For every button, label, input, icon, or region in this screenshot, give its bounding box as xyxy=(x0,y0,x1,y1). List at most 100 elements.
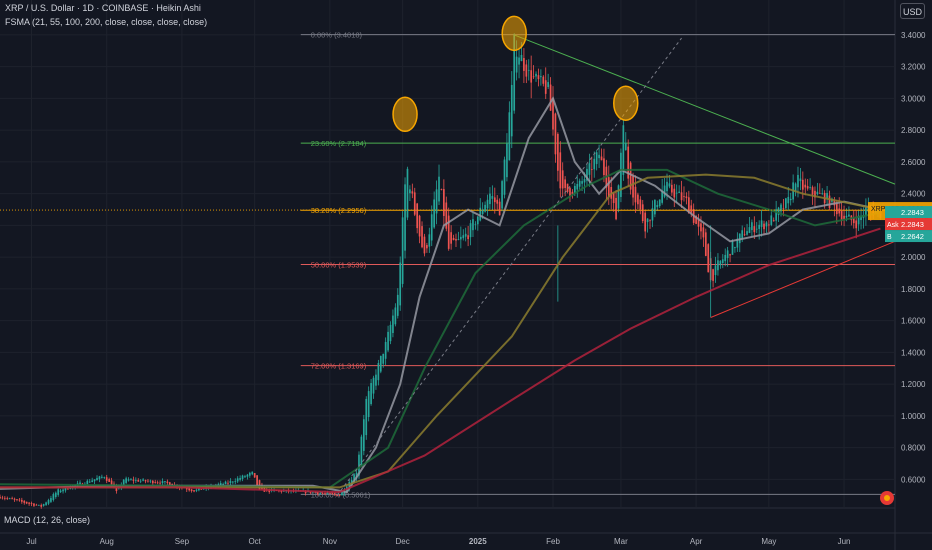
candle-body[interactable] xyxy=(620,152,622,197)
candle-body[interactable] xyxy=(658,199,661,207)
candle-body[interactable] xyxy=(435,189,438,214)
candle-body[interactable] xyxy=(566,183,569,192)
candle-body[interactable] xyxy=(799,178,802,182)
candle-body[interactable] xyxy=(848,214,850,217)
candle-body[interactable] xyxy=(557,133,559,171)
candle-body[interactable] xyxy=(59,490,62,493)
candle-body[interactable] xyxy=(28,502,30,504)
candle-body[interactable] xyxy=(758,224,761,229)
candle-body[interactable] xyxy=(501,181,503,209)
candle-body[interactable] xyxy=(258,480,261,490)
candle-body[interactable] xyxy=(195,489,198,491)
candle-body[interactable] xyxy=(593,158,596,170)
candle-body[interactable] xyxy=(671,184,673,193)
candle-body[interactable] xyxy=(198,487,200,491)
candle-body[interactable] xyxy=(685,196,688,199)
candle-body[interactable] xyxy=(389,324,392,342)
candle-body[interactable] xyxy=(595,152,598,165)
candle-body[interactable] xyxy=(581,181,583,184)
candle-body[interactable] xyxy=(358,454,360,476)
candle-body[interactable] xyxy=(736,238,739,248)
candle-body[interactable] xyxy=(687,197,690,214)
candle-body[interactable] xyxy=(748,227,751,233)
candle-body[interactable] xyxy=(663,185,666,197)
candle-body[interactable] xyxy=(321,493,324,494)
candle-body[interactable] xyxy=(857,215,860,225)
candle-body[interactable] xyxy=(333,493,336,495)
candle-body[interactable] xyxy=(474,223,477,225)
candle-body[interactable] xyxy=(110,480,113,487)
candle-body[interactable] xyxy=(467,235,469,240)
candle-body[interactable] xyxy=(603,158,605,175)
candle-body[interactable] xyxy=(348,482,351,490)
candle-body[interactable] xyxy=(700,223,702,232)
candle-body[interactable] xyxy=(115,486,118,492)
candle-body[interactable] xyxy=(634,186,637,203)
macd-legend[interactable]: MACD (12, 26, close) xyxy=(4,515,91,525)
candle-body[interactable] xyxy=(712,269,714,281)
candle-body[interactable] xyxy=(540,76,542,78)
indicator-legend[interactable]: FSMA (21, 55, 100, 200, close, close, cl… xyxy=(5,17,208,27)
candle-body[interactable] xyxy=(30,503,33,505)
candle-body[interactable] xyxy=(367,391,370,418)
candle-body[interactable] xyxy=(406,168,409,218)
candle-body[interactable] xyxy=(409,189,411,194)
candle-body[interactable] xyxy=(251,471,254,475)
candle-body[interactable] xyxy=(476,216,479,225)
symbol-legend[interactable]: XRP / U.S. Dollar · 1D · COINBASE · Heik… xyxy=(5,3,201,13)
candle-body[interactable] xyxy=(683,196,685,198)
candle-body[interactable] xyxy=(326,492,329,494)
candle-body[interactable] xyxy=(418,215,421,237)
candle-body[interactable] xyxy=(697,219,700,227)
candle-body[interactable] xyxy=(331,493,334,494)
candle-body[interactable] xyxy=(443,189,445,216)
candle-body[interactable] xyxy=(607,177,610,197)
candle-body[interactable] xyxy=(661,190,664,203)
candle-body[interactable] xyxy=(96,478,98,481)
candle-body[interactable] xyxy=(637,194,639,205)
candle-body[interactable] xyxy=(644,212,647,232)
candle-body[interactable] xyxy=(814,190,816,198)
candle-body[interactable] xyxy=(142,479,144,481)
candle-body[interactable] xyxy=(777,207,780,215)
candle-body[interactable] xyxy=(413,192,416,215)
candle-body[interactable] xyxy=(731,241,734,255)
candle-body[interactable] xyxy=(396,294,399,316)
highlight-marker[interactable] xyxy=(392,96,418,133)
candle-body[interactable] xyxy=(353,474,355,483)
candle-body[interactable] xyxy=(377,363,380,381)
candle-body[interactable] xyxy=(826,193,828,199)
candle-body[interactable] xyxy=(654,199,656,215)
candle-body[interactable] xyxy=(489,193,491,205)
candle-body[interactable] xyxy=(234,481,237,482)
candle-body[interactable] xyxy=(401,217,404,284)
candle-body[interactable] xyxy=(714,265,717,276)
candle-body[interactable] xyxy=(227,482,229,484)
candle-body[interactable] xyxy=(772,220,775,222)
candle-body[interactable] xyxy=(518,57,520,65)
candle-body[interactable] xyxy=(25,501,28,504)
candle-body[interactable] xyxy=(421,226,423,248)
candle-body[interactable] xyxy=(0,496,1,499)
candle-body[interactable] xyxy=(680,192,683,201)
candle-body[interactable] xyxy=(161,481,164,484)
candle-body[interactable] xyxy=(656,204,659,208)
candle-body[interactable] xyxy=(329,492,331,494)
candle-body[interactable] xyxy=(547,82,550,88)
candle-body[interactable] xyxy=(668,183,671,187)
candle-body[interactable] xyxy=(666,181,668,192)
candle-body[interactable] xyxy=(493,197,496,203)
candle-body[interactable] xyxy=(690,205,693,213)
candle-body[interactable] xyxy=(726,250,729,259)
candle-body[interactable] xyxy=(561,170,564,189)
candle-body[interactable] xyxy=(394,307,397,325)
candle-body[interactable] xyxy=(6,498,9,499)
candle-body[interactable] xyxy=(491,196,494,199)
candle-body[interactable] xyxy=(479,207,482,221)
candle-body[interactable] xyxy=(134,479,137,481)
candle-body[interactable] xyxy=(586,168,588,181)
ask-tag[interactable] xyxy=(885,206,932,219)
candle-body[interactable] xyxy=(632,176,634,198)
candle-body[interactable] xyxy=(244,476,246,478)
